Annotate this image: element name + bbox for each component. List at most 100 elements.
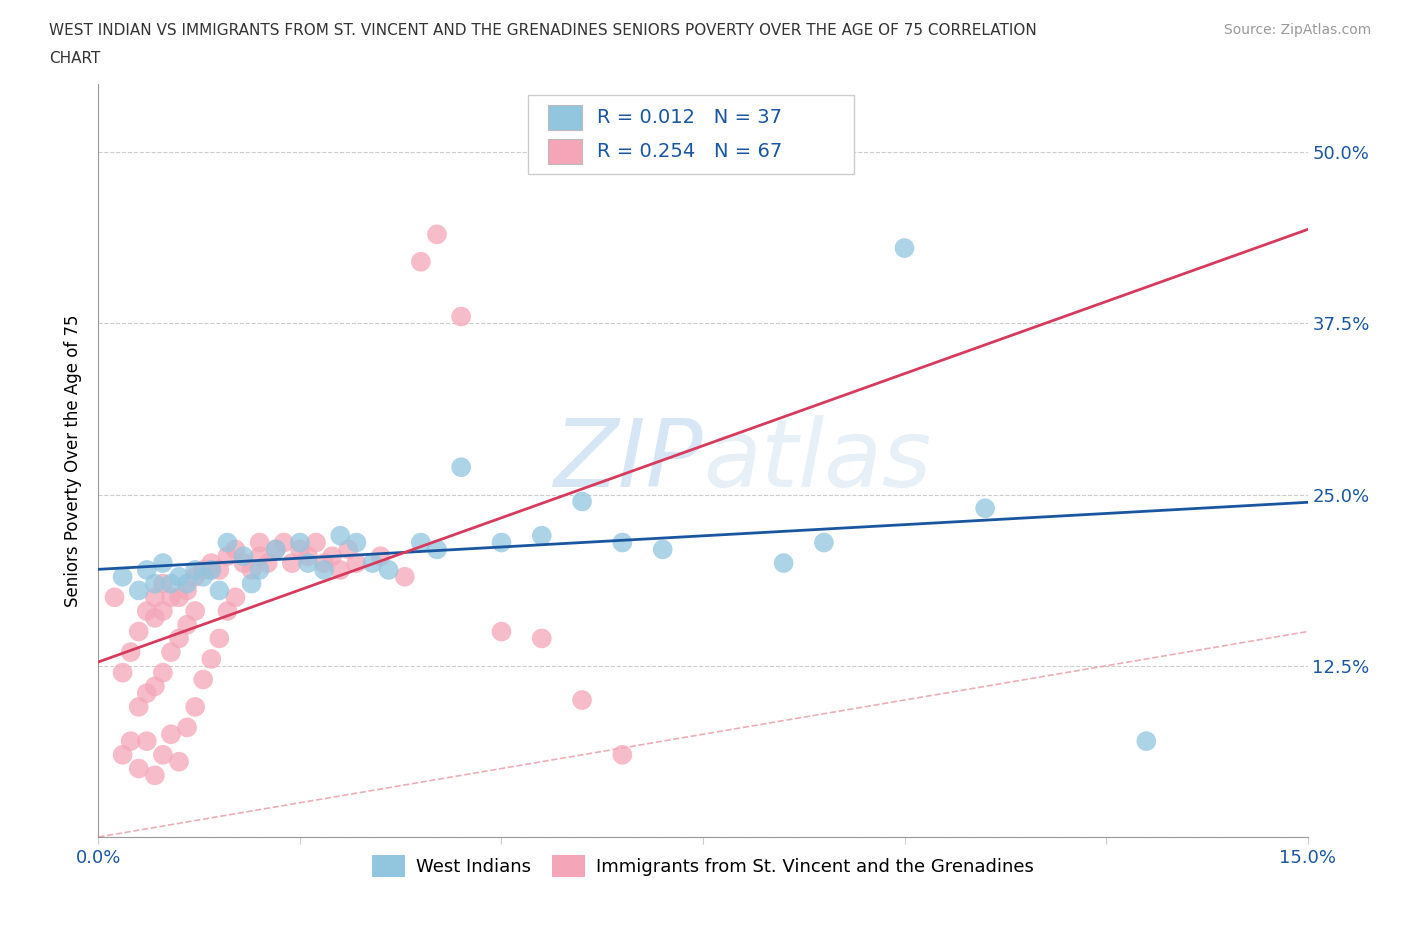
- Point: [120, 734, 142, 749]
- Point: [232, 555, 254, 570]
- Point: [184, 699, 207, 714]
- Point: [143, 768, 166, 783]
- Point: [128, 583, 150, 598]
- Point: [329, 528, 352, 543]
- Point: [176, 720, 198, 735]
- Point: [450, 459, 472, 474]
- Point: [273, 535, 295, 550]
- Point: [160, 727, 183, 742]
- Point: [232, 549, 254, 564]
- Point: [450, 309, 472, 324]
- Point: [305, 535, 328, 550]
- Point: [135, 685, 157, 700]
- Point: [530, 528, 553, 543]
- Point: [651, 542, 673, 557]
- Point: [224, 542, 246, 557]
- Point: [120, 644, 142, 659]
- Point: [240, 577, 263, 591]
- Point: [394, 569, 416, 584]
- Point: [571, 693, 593, 708]
- Text: Source: ZipAtlas.com: Source: ZipAtlas.com: [1223, 23, 1371, 37]
- Point: [297, 555, 319, 570]
- Point: [314, 563, 336, 578]
- Point: [288, 535, 311, 550]
- Point: [200, 652, 222, 667]
- Point: [329, 563, 352, 578]
- Point: [361, 555, 384, 570]
- Point: [152, 665, 174, 680]
- Point: [612, 535, 634, 550]
- Point: [893, 241, 915, 256]
- Point: [128, 624, 150, 639]
- Point: [200, 555, 222, 570]
- Point: [314, 555, 336, 570]
- Point: [297, 549, 319, 564]
- Point: [176, 577, 198, 591]
- Point: [426, 227, 449, 242]
- Point: [200, 563, 222, 578]
- Text: WEST INDIAN VS IMMIGRANTS FROM ST. VINCENT AND THE GRENADINES SENIORS POVERTY OV: WEST INDIAN VS IMMIGRANTS FROM ST. VINCE…: [49, 23, 1038, 38]
- Text: R = 0.254   N = 67: R = 0.254 N = 67: [596, 142, 782, 162]
- Point: [409, 535, 432, 550]
- Bar: [548, 140, 582, 165]
- Point: [143, 577, 166, 591]
- Bar: [548, 105, 582, 129]
- Point: [612, 748, 634, 763]
- Point: [370, 549, 392, 564]
- Point: [344, 535, 367, 550]
- Point: [1135, 734, 1157, 749]
- Point: [103, 590, 125, 604]
- Point: [135, 734, 157, 749]
- Point: [152, 748, 174, 763]
- Point: [167, 590, 190, 604]
- Point: [128, 761, 150, 776]
- Point: [135, 563, 157, 578]
- Point: [111, 665, 134, 680]
- Point: [377, 563, 399, 578]
- Point: [167, 754, 190, 769]
- Point: [974, 501, 997, 516]
- Point: [530, 631, 553, 645]
- Point: [167, 569, 190, 584]
- Point: [491, 535, 513, 550]
- Point: [321, 549, 343, 564]
- Point: [167, 631, 190, 645]
- Point: [184, 569, 207, 584]
- Point: [217, 535, 239, 550]
- Point: [184, 563, 207, 578]
- Point: [193, 563, 215, 578]
- Point: [160, 577, 183, 591]
- Point: [813, 535, 835, 550]
- Point: [208, 583, 231, 598]
- Text: ZIP: ZIP: [554, 415, 703, 506]
- FancyBboxPatch shape: [527, 95, 855, 174]
- Point: [184, 604, 207, 618]
- Point: [143, 679, 166, 694]
- Point: [772, 555, 794, 570]
- Point: [491, 624, 513, 639]
- Point: [135, 604, 157, 618]
- Point: [160, 644, 183, 659]
- Point: [176, 583, 198, 598]
- Y-axis label: Seniors Poverty Over the Age of 75: Seniors Poverty Over the Age of 75: [65, 314, 83, 606]
- Point: [344, 555, 367, 570]
- Point: [249, 563, 271, 578]
- Point: [193, 569, 215, 584]
- Point: [193, 672, 215, 687]
- Text: atlas: atlas: [703, 415, 931, 506]
- Point: [426, 542, 449, 557]
- Legend: West Indians, Immigrants from St. Vincent and the Grenadines: West Indians, Immigrants from St. Vincen…: [366, 848, 1040, 884]
- Point: [152, 577, 174, 591]
- Point: [111, 748, 134, 763]
- Point: [160, 590, 183, 604]
- Point: [176, 618, 198, 632]
- Point: [128, 699, 150, 714]
- Point: [143, 590, 166, 604]
- Point: [217, 604, 239, 618]
- Point: [208, 563, 231, 578]
- Point: [256, 555, 278, 570]
- Text: R = 0.012   N = 37: R = 0.012 N = 37: [596, 108, 782, 126]
- Point: [240, 563, 263, 578]
- Point: [337, 542, 360, 557]
- Point: [143, 610, 166, 625]
